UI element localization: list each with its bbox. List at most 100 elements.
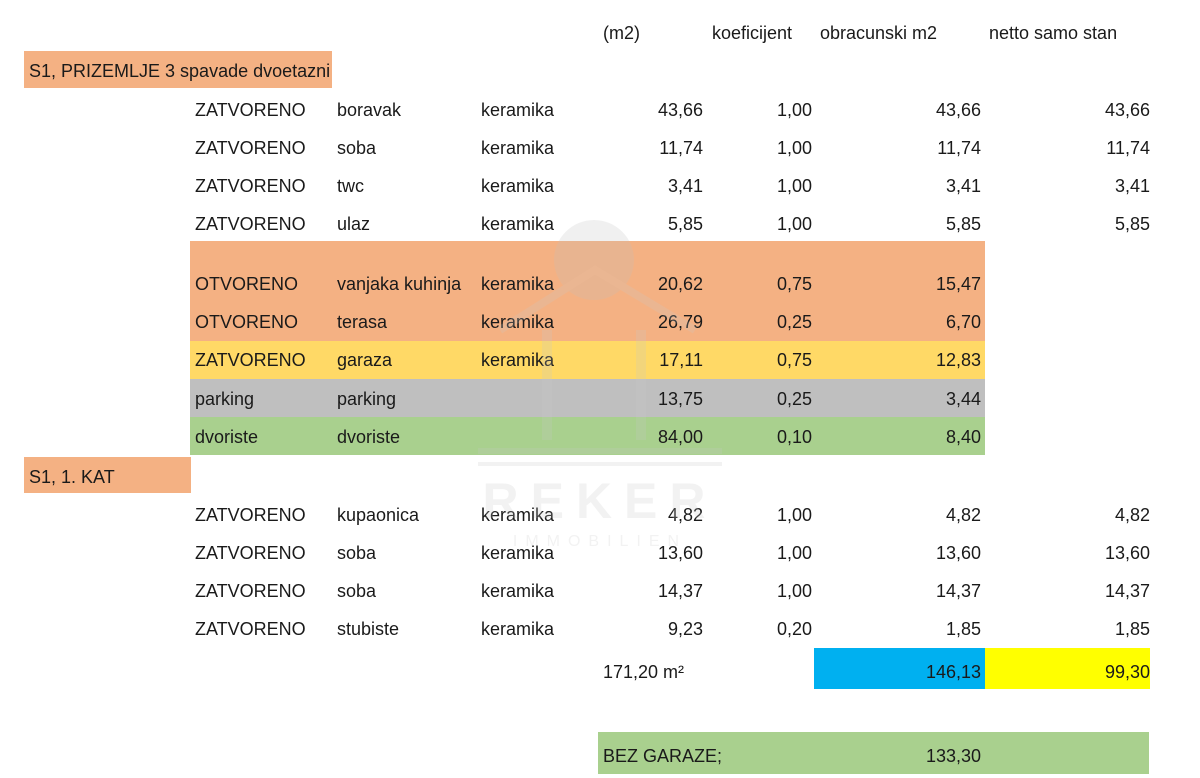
cell-calc: 43,66 <box>935 100 981 120</box>
cell-status: ZATVORENO <box>195 581 306 601</box>
cell-m2: 26,79 <box>657 312 703 332</box>
cell-finish: keramika <box>481 100 555 120</box>
cell-calc: 11,74 <box>937 138 981 158</box>
cell-room: parking <box>337 389 397 409</box>
cell-room: boravak <box>337 100 402 120</box>
cell-room: dvoriste <box>337 427 401 447</box>
cell-coef: 1,00 <box>776 543 812 563</box>
cell-status: ZATVORENO <box>195 505 306 525</box>
cell-finish: keramika <box>481 214 555 234</box>
cell-m2: 17,11 <box>659 350 703 370</box>
cell-coef: 0,25 <box>776 312 812 332</box>
cell-room: vanjaka kuhinja <box>337 274 462 294</box>
cell-coef: 1,00 <box>776 581 812 601</box>
cell-status: ZATVORENO <box>195 350 306 370</box>
cell-calc: 1,85 <box>945 619 981 639</box>
cell-finish: keramika <box>481 619 555 639</box>
cell-calc: 13,60 <box>935 543 981 563</box>
row-highlight <box>190 417 985 455</box>
cell-calc: 12,83 <box>935 350 981 370</box>
cell-finish: keramika <box>481 581 555 601</box>
cell-room: terasa <box>337 312 388 332</box>
cell-m2: 43,66 <box>657 100 703 120</box>
cell-calc: 8,40 <box>945 427 981 447</box>
row-highlight <box>190 241 985 303</box>
section-title: S1, PRIZEMLJE 3 spavade dvoetazni <box>24 51 332 88</box>
header-netto-samo-stan: netto samo stan <box>989 23 1118 43</box>
cell-m2: 4,82 <box>667 505 703 525</box>
cell-status: ZATVORENO <box>195 176 306 196</box>
cell-coef: 1,00 <box>776 176 812 196</box>
cell-coef: 1,00 <box>776 505 812 525</box>
cell-coef: 0,20 <box>776 619 812 639</box>
cell-net: 5,85 <box>1114 214 1150 234</box>
cell-m2: 84,00 <box>657 427 703 447</box>
cell-calc: 14,37 <box>935 581 981 601</box>
cell-net: 43,66 <box>1104 100 1150 120</box>
header-obracunski-m2: obracunski m2 <box>820 23 938 43</box>
row-highlight <box>190 303 985 341</box>
cell-m2: 9,23 <box>667 619 703 639</box>
summary-row: BEZ GARAZE; 133,30 <box>598 732 1149 774</box>
cell-finish: keramika <box>481 138 555 158</box>
cell-m2: 14,37 <box>657 581 703 601</box>
summary-value: 133,30 <box>925 746 981 766</box>
total-net-cell: 99,30 <box>985 648 1150 689</box>
cell-net: 1,85 <box>1114 619 1150 639</box>
cell-net: 4,82 <box>1114 505 1150 525</box>
cell-calc: 3,41 <box>945 176 981 196</box>
total-m2: 171,20 m² <box>603 662 685 682</box>
cell-finish: keramika <box>481 505 555 525</box>
cell-m2: 11,74 <box>659 138 703 158</box>
header-koeficijent: koeficijent <box>712 23 793 43</box>
row-highlight <box>190 379 985 417</box>
cell-status: ZATVORENO <box>195 619 306 639</box>
cell-finish: keramika <box>481 176 555 196</box>
cell-calc: 15,47 <box>935 274 981 294</box>
cell-m2: 5,85 <box>667 214 703 234</box>
cell-status: ZATVORENO <box>195 100 306 120</box>
total-calc-cell: 146,13 <box>814 648 985 689</box>
cell-coef: 0,25 <box>776 389 812 409</box>
section-title: S1, 1. KAT <box>24 457 191 493</box>
cell-status: ZATVORENO <box>195 543 306 563</box>
cell-calc: 6,70 <box>945 312 981 332</box>
cell-status: parking <box>195 389 255 409</box>
cell-net: 3,41 <box>1114 176 1150 196</box>
cell-room: soba <box>337 543 377 563</box>
cell-net: 13,60 <box>1104 543 1150 563</box>
cell-status: ZATVORENO <box>195 138 306 158</box>
cell-calc: 3,44 <box>945 389 981 409</box>
cell-finish: keramika <box>481 350 555 370</box>
cell-coef: 0,10 <box>776 427 812 447</box>
cell-finish: keramika <box>481 543 555 563</box>
cell-status: OTVORENO <box>195 312 299 332</box>
cell-room: soba <box>337 581 377 601</box>
row-highlight <box>190 341 985 379</box>
cell-status: ZATVORENO <box>195 214 306 234</box>
summary-label: BEZ GARAZE; <box>603 746 723 766</box>
cell-m2: 13,75 <box>657 389 703 409</box>
cell-coef: 0,75 <box>776 350 812 370</box>
cell-coef: 1,00 <box>776 100 812 120</box>
cell-room: soba <box>337 138 377 158</box>
cell-m2: 13,60 <box>657 543 703 563</box>
cell-finish: keramika <box>481 312 555 332</box>
cell-room: stubiste <box>337 619 400 639</box>
total-net-value: 99,30 <box>1104 662 1150 682</box>
cell-room: twc <box>337 176 364 196</box>
header-m2: (m2) <box>603 23 640 43</box>
total-calc-value: 146,13 <box>925 662 981 682</box>
cell-net: 14,37 <box>1104 581 1150 601</box>
cell-room: garaza <box>337 350 393 370</box>
cell-m2: 20,62 <box>657 274 703 294</box>
cell-coef: 1,00 <box>776 214 812 234</box>
cell-status: OTVORENO <box>195 274 299 294</box>
cell-room: kupaonica <box>337 505 420 525</box>
cell-m2: 3,41 <box>667 176 703 196</box>
cell-status: dvoriste <box>195 427 259 447</box>
cell-net: 11,74 <box>1106 138 1150 158</box>
cell-calc: 5,85 <box>945 214 981 234</box>
cell-coef: 0,75 <box>776 274 812 294</box>
cell-room: ulaz <box>337 214 371 234</box>
